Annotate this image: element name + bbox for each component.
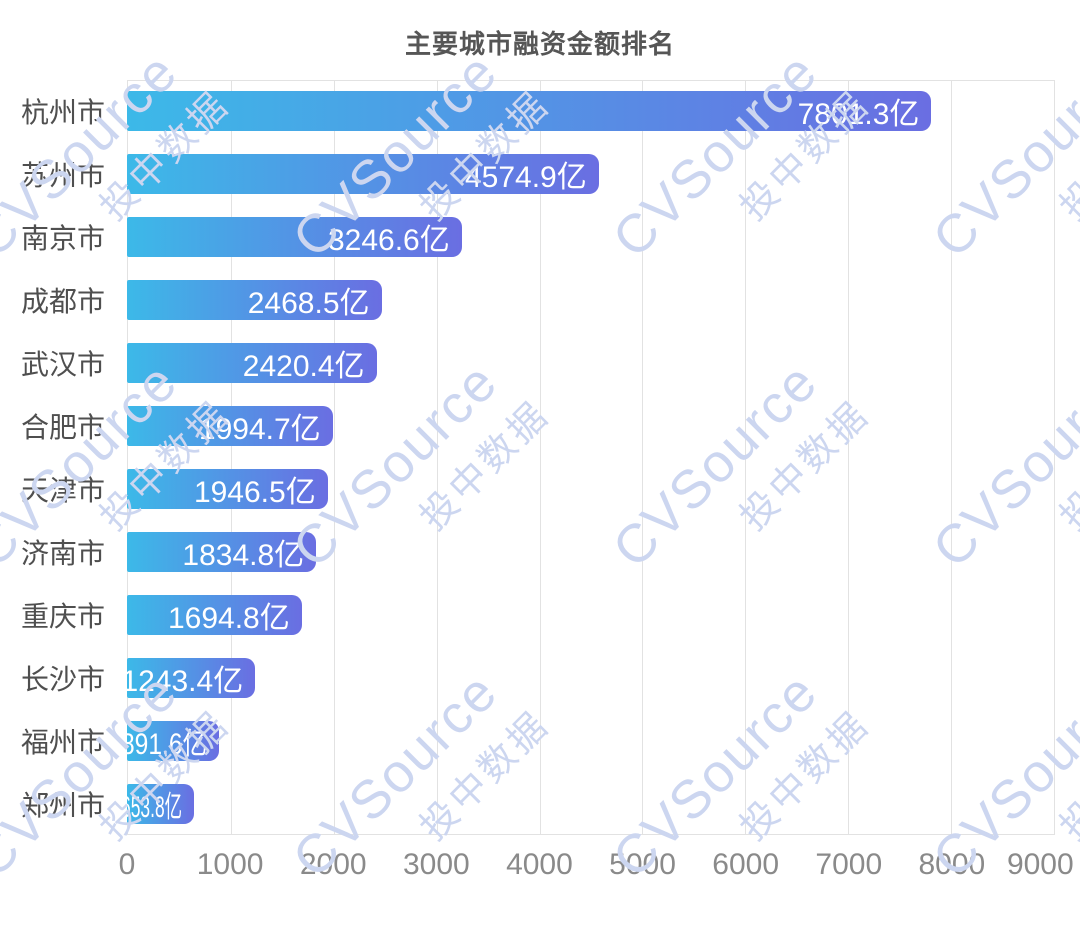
bar-track: 891.6亿	[121, 709, 1055, 772]
bar-value-label: 3246.6亿	[327, 224, 450, 258]
category-label: 天津市	[20, 474, 105, 506]
bar-value-label: 2420.4亿	[242, 350, 365, 384]
category-label: 南京市	[20, 223, 105, 255]
bar-value-label: 7801.3亿	[797, 98, 920, 132]
gridline	[436, 81, 438, 834]
bar-row: 武汉市 2420.4亿	[0, 332, 1055, 395]
bar-track: 1694.8亿	[127, 583, 1055, 646]
bar-value-label: 1243.4亿	[121, 664, 244, 698]
x-tick-label: 0	[118, 848, 136, 881]
category-label: 成都市	[20, 286, 105, 318]
bar-track: 653.8亿	[121, 772, 1055, 835]
bar-value-label: 1994.7亿	[198, 413, 321, 447]
gridline	[539, 81, 541, 834]
category-label: 长沙市	[20, 663, 105, 695]
bar-track: 1834.8亿	[127, 520, 1055, 583]
bar-track: 1946.5亿	[127, 458, 1055, 521]
x-tick-label: 8000	[918, 848, 986, 881]
bar: 2468.5亿	[127, 280, 382, 321]
bar: 1243.4亿	[121, 657, 256, 698]
gridline	[333, 81, 335, 834]
category-label: 杭州市	[20, 97, 105, 129]
bar-row: 苏州市 4574.9亿	[0, 143, 1055, 206]
category-label: 武汉市	[20, 349, 105, 381]
bar-row: 天津市 1946.5亿	[0, 458, 1055, 521]
bar-row: 郑州市 653.8亿	[0, 772, 1055, 835]
x-tick-label: 2000	[299, 848, 367, 881]
bar-row: 重庆市 1694.8亿	[0, 583, 1055, 646]
bar-track: 4574.9亿	[127, 143, 1055, 206]
bar: 891.6亿	[121, 720, 219, 761]
bar-row: 南京市 3246.6亿	[0, 206, 1055, 269]
bar-value-label: 1694.8亿	[167, 601, 290, 635]
bar: 4574.9亿	[127, 154, 599, 195]
category-label: 福州市	[20, 726, 105, 758]
category-label: 郑州市	[20, 789, 105, 821]
category-label: 重庆市	[20, 600, 105, 632]
bar: 3246.6亿	[127, 217, 462, 258]
bar-value-label: 891.6亿	[120, 727, 207, 761]
gridline	[642, 81, 644, 834]
bar: 2420.4亿	[127, 343, 377, 384]
bar-value-label: 4574.9亿	[464, 161, 587, 195]
bar-row: 合肥市 1994.7亿	[0, 395, 1055, 458]
gridline	[848, 81, 850, 834]
bar-value-label: 1834.8亿	[182, 538, 305, 572]
x-tick-label: 7000	[815, 848, 883, 881]
chart-title: 主要城市融资金额排名	[404, 29, 675, 59]
bar: 1694.8亿	[127, 594, 302, 635]
gridline	[230, 81, 232, 834]
gridline	[951, 81, 953, 834]
bar-track: 7801.3亿	[127, 80, 1055, 143]
bar-row: 杭州市 7801.3亿	[0, 80, 1055, 143]
gridline	[745, 81, 747, 834]
x-axis: 0 1000 2000 3000 4000 5000 6000 7000 8000 9000	[119, 848, 1074, 888]
bar: 1834.8亿	[127, 531, 317, 572]
x-tick-label: 4000	[506, 848, 573, 881]
bar-track: 3246.6亿	[127, 206, 1055, 269]
x-tick-label: 6000	[712, 848, 780, 881]
bar-rows: 杭州市 7801.3亿苏州市 4574.9亿南京市 3246.6亿成都市 2468.5亿…	[0, 80, 1055, 835]
category-label: 合肥市	[20, 412, 105, 444]
bar: 1946.5亿	[127, 468, 328, 509]
bar: 653.8亿	[121, 783, 195, 824]
category-label: 济南市	[20, 537, 105, 569]
bar-row: 福州市 891.6亿	[0, 709, 1055, 772]
x-tick-label: 9000	[1006, 848, 1074, 881]
category-label: 苏州市	[20, 160, 105, 192]
bar-row: 济南市 1834.8亿	[0, 520, 1055, 583]
bar-track: 1243.4亿	[121, 646, 1055, 709]
bar: 1994.7亿	[127, 406, 333, 447]
bar: 7801.3亿	[127, 91, 932, 132]
bar-row: 长沙市 1243.4亿	[0, 646, 1055, 709]
bar-value-label: 653.8亿	[121, 790, 183, 824]
x-tick-label: 1000	[196, 848, 264, 881]
bar-track: 1994.7亿	[127, 395, 1055, 458]
bar-row: 成都市 2468.5亿	[0, 269, 1055, 332]
bar-value-label: 1946.5亿	[193, 475, 316, 509]
x-tick-label: 3000	[402, 848, 470, 881]
plot-area	[127, 80, 1055, 835]
bar-track: 2420.4亿	[127, 332, 1055, 395]
x-tick-label: 5000	[609, 848, 676, 881]
bar-value-label: 2468.5亿	[247, 287, 370, 321]
bar-track: 2468.5亿	[127, 269, 1055, 332]
